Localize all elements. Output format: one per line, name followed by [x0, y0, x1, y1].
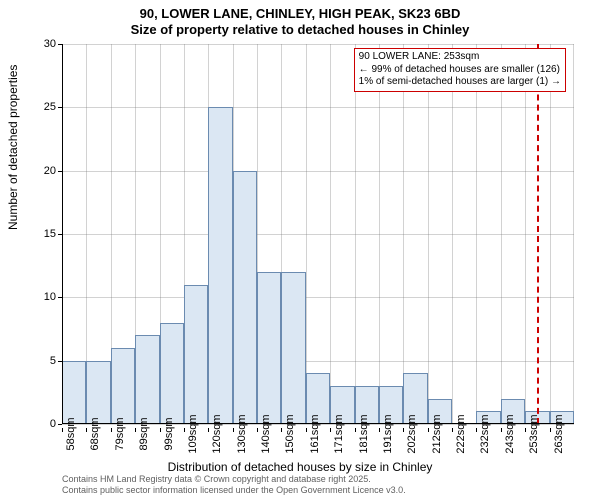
gridline-v [501, 44, 502, 424]
marker-line [537, 44, 539, 424]
gridline-v [379, 44, 380, 424]
annotation-box: 90 LOWER LANE: 253sqm← 99% of detached h… [354, 48, 566, 92]
x-tick-mark [257, 428, 258, 432]
x-tick-mark [379, 428, 380, 432]
x-tick-label: 243sqm [504, 414, 516, 453]
x-tick-label: 150sqm [284, 414, 296, 453]
y-tick-label: 5 [26, 355, 56, 367]
histogram-bar [184, 285, 208, 424]
gridline-v [550, 44, 551, 424]
gridline-v [476, 44, 477, 424]
x-tick-mark [86, 428, 87, 432]
gridline-v [452, 44, 453, 424]
x-tick-mark [501, 428, 502, 432]
histogram-bar [281, 272, 305, 424]
x-tick-mark [550, 428, 551, 432]
gridline-v [525, 44, 526, 424]
gridline-v [355, 44, 356, 424]
gridline-v [306, 44, 307, 424]
x-tick-mark [111, 428, 112, 432]
y-tick-label: 20 [26, 165, 56, 177]
x-tick-mark [355, 428, 356, 432]
y-tick-label: 25 [26, 101, 56, 113]
gridline-v [428, 44, 429, 424]
y-tick-label: 30 [26, 38, 56, 50]
x-tick-label: 161sqm [309, 414, 321, 453]
x-tick-mark [525, 428, 526, 432]
gridline-h [62, 234, 574, 235]
histogram-bar [257, 272, 281, 424]
footer-line2: Contains public sector information licen… [62, 485, 406, 496]
y-tick-mark [58, 424, 62, 425]
x-tick-label: 253sqm [528, 414, 540, 453]
histogram-bar [160, 323, 184, 424]
footer-line1: Contains HM Land Registry data © Crown c… [62, 474, 406, 485]
y-tick-label: 15 [26, 228, 56, 240]
x-tick-mark [330, 428, 331, 432]
histogram-bar [62, 361, 86, 424]
x-tick-label: 181sqm [358, 414, 370, 453]
x-tick-mark [281, 428, 282, 432]
x-tick-mark [306, 428, 307, 432]
x-tick-label: 212sqm [431, 414, 443, 453]
histogram-bar [111, 348, 135, 424]
x-tick-label: 171sqm [333, 414, 345, 453]
x-tick-label: 109sqm [187, 414, 199, 453]
x-tick-label: 58sqm [65, 417, 77, 450]
annotation-line1: 90 LOWER LANE: 253sqm [359, 51, 561, 64]
chart-title-line1: 90, LOWER LANE, CHINLEY, HIGH PEAK, SK23… [0, 6, 600, 21]
histogram-bar [135, 335, 159, 424]
x-axis-label: Distribution of detached houses by size … [0, 460, 600, 474]
x-tick-mark [184, 428, 185, 432]
x-tick-mark [403, 428, 404, 432]
x-tick-mark [62, 428, 63, 432]
x-tick-label: 202sqm [406, 414, 418, 453]
gridline-v [573, 44, 574, 424]
histogram-bar [86, 361, 110, 424]
x-tick-label: 140sqm [260, 414, 272, 453]
x-tick-label: 120sqm [211, 414, 223, 453]
x-tick-label: 191sqm [382, 414, 394, 453]
x-tick-mark [428, 428, 429, 432]
x-tick-label: 89sqm [138, 417, 150, 450]
plot-area: 90 LOWER LANE: 253sqm← 99% of detached h… [62, 44, 574, 424]
x-tick-mark [233, 428, 234, 432]
gridline-v [403, 44, 404, 424]
x-tick-label: 79sqm [114, 417, 126, 450]
x-tick-mark [452, 428, 453, 432]
gridline-h [62, 171, 574, 172]
y-tick-container: 051015202530 [26, 44, 60, 424]
x-tick-label: 232sqm [479, 414, 491, 453]
gridline-v [330, 44, 331, 424]
x-tick-label: 222sqm [455, 414, 467, 453]
gridline-h [62, 44, 574, 45]
y-tick-label: 0 [26, 418, 56, 430]
x-tick-label: 263sqm [553, 414, 565, 453]
y-axis-label: Number of detached properties [6, 65, 20, 230]
x-tick-label: 130sqm [236, 414, 248, 453]
x-tick-mark [160, 428, 161, 432]
x-tick-label: 68sqm [89, 417, 101, 450]
y-tick-label: 10 [26, 291, 56, 303]
x-tick-mark [208, 428, 209, 432]
annotation-line3: 1% of semi-detached houses are larger (1… [359, 76, 561, 89]
annotation-line2: ← 99% of detached houses are smaller (12… [359, 64, 561, 77]
y-axis-line [62, 44, 63, 424]
footer: Contains HM Land Registry data © Crown c… [62, 474, 406, 496]
x-tick-mark [476, 428, 477, 432]
histogram-bar [208, 107, 232, 424]
histogram-bar [233, 171, 257, 424]
gridline-h [62, 107, 574, 108]
x-tick-mark [135, 428, 136, 432]
chart-container: 90, LOWER LANE, CHINLEY, HIGH PEAK, SK23… [0, 0, 600, 500]
gridline-h [62, 297, 574, 298]
chart-title-line2: Size of property relative to detached ho… [0, 22, 600, 37]
x-tick-label: 99sqm [163, 417, 175, 450]
